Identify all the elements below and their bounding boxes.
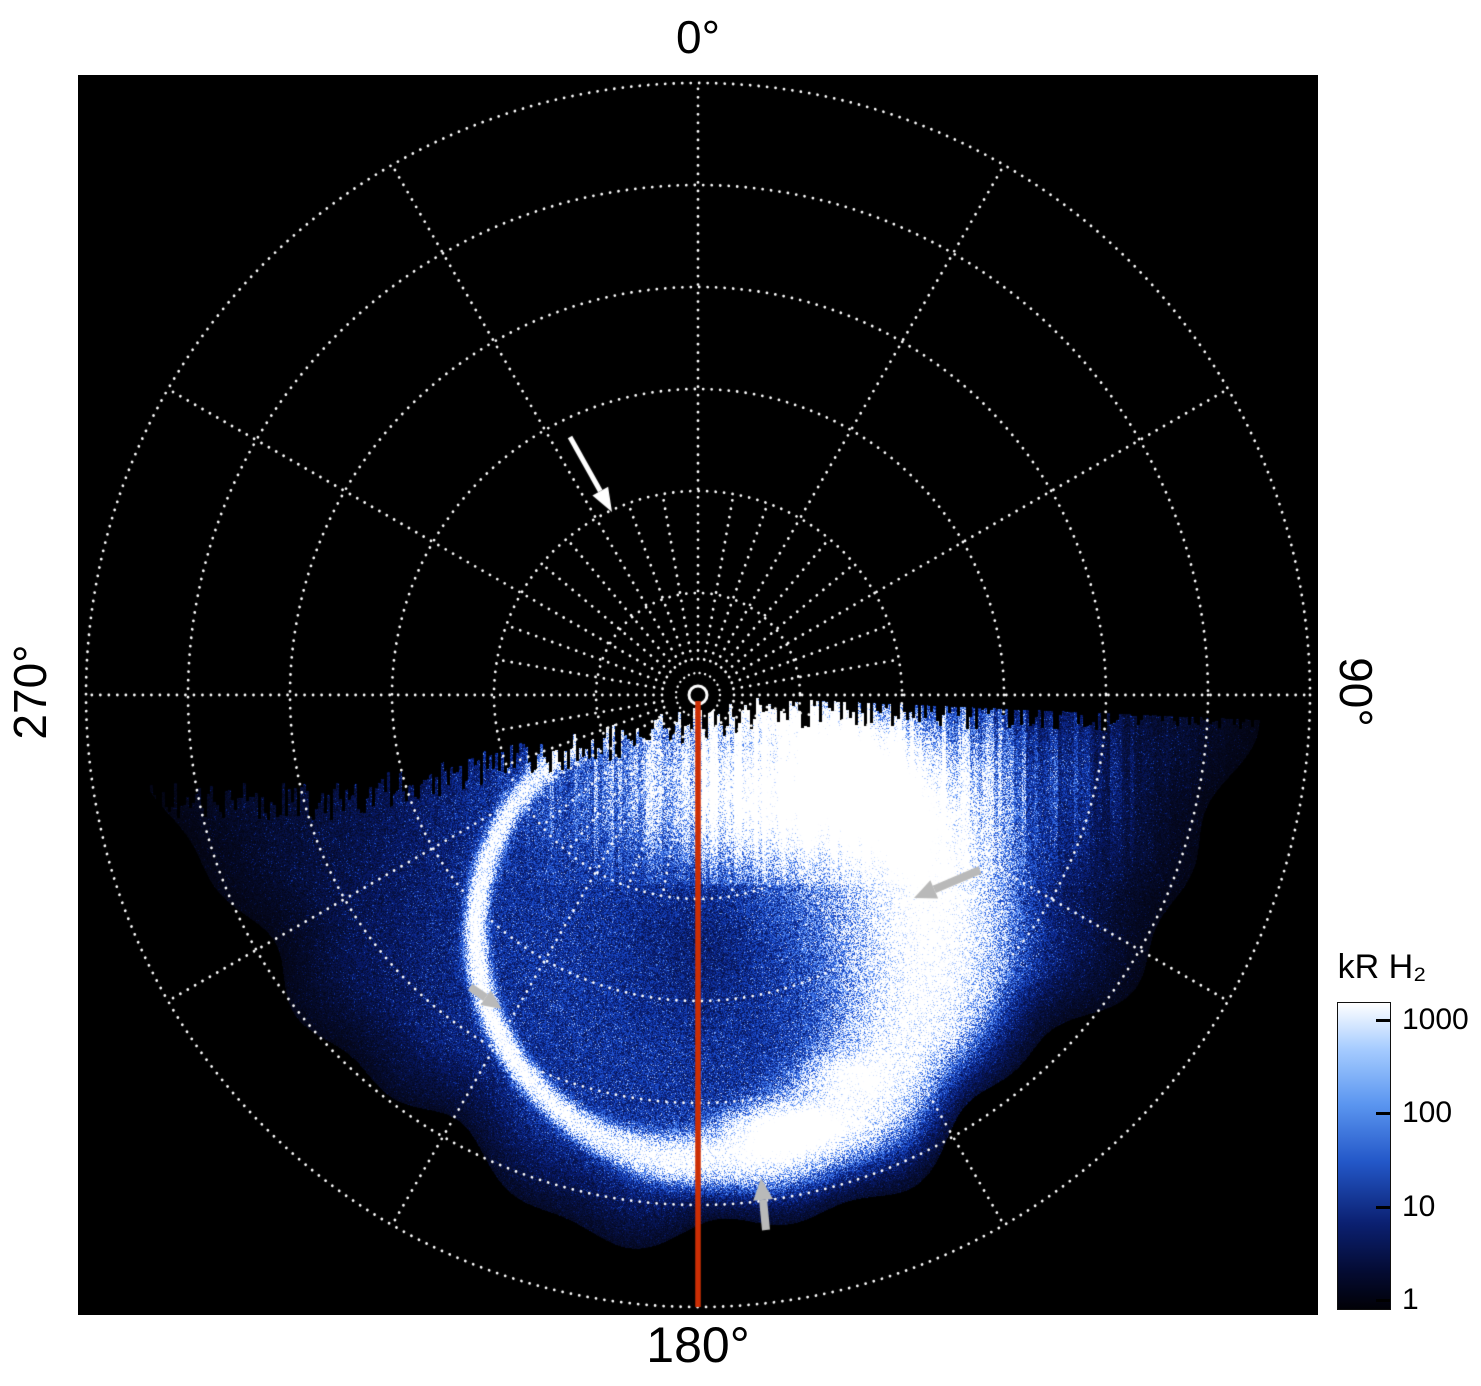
colorbar-tick-mark <box>1376 1299 1390 1302</box>
colorbar-tick-mark <box>1376 1206 1390 1209</box>
colorbar-tick-label: 1 <box>1402 1283 1419 1316</box>
angle-label-180: 180° <box>646 1317 750 1373</box>
angle-label-90: 90° <box>1330 657 1382 727</box>
aurora-plot-canvas <box>78 75 1318 1315</box>
colorbar-tick-label: 100 <box>1402 1096 1453 1129</box>
colorbar-tick-mark <box>1376 1019 1390 1022</box>
colorbar-title: kR H₂ <box>1337 948 1427 986</box>
angle-label-270: 270° <box>4 644 56 740</box>
colorbar-tick-mark <box>1376 1112 1390 1115</box>
colorbar-tick-label: 1000 <box>1402 1003 1469 1036</box>
colorbar-gradient <box>1337 1002 1391 1310</box>
colorbar-tick-label: 10 <box>1402 1190 1436 1223</box>
angle-label-0: 0° <box>676 11 720 63</box>
